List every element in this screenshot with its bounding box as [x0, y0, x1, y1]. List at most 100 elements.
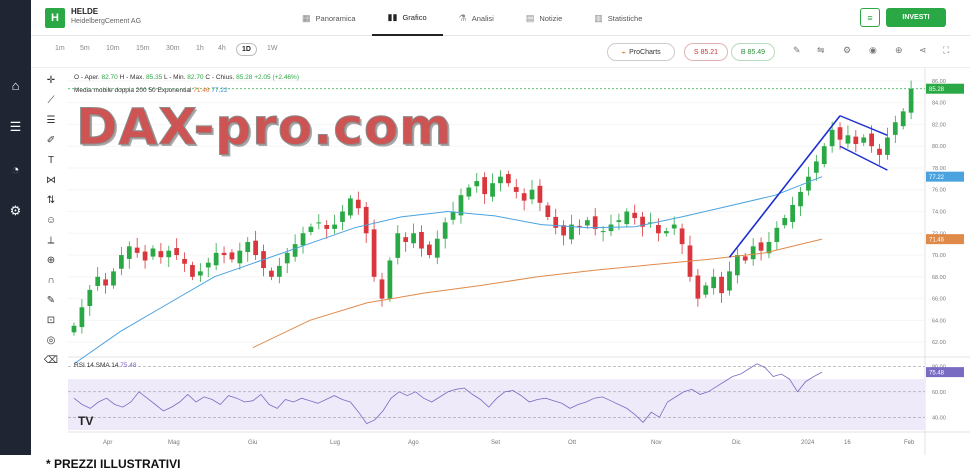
emoji-icon[interactable]: ☺ [45, 214, 57, 226]
rsi-tick-label: 40.00 [932, 415, 946, 421]
candle-body [648, 222, 653, 224]
trendline-icon[interactable]: ⟋ [47, 94, 55, 106]
candle-body [142, 251, 148, 261]
rsi-value: 75.48 [120, 362, 137, 369]
price-tick-label: 82.00 [932, 122, 946, 128]
flag-lower-line [839, 145, 888, 171]
pencil-icon[interactable]: ✎ [793, 45, 801, 55]
candle-body [545, 205, 551, 217]
ma-legend: Media mobile doppia 200 50 Exponential 7… [74, 87, 228, 94]
trendline [728, 115, 841, 258]
timeframe-30m[interactable]: 30m [166, 45, 180, 52]
share-icon[interactable]: ⋖ [919, 45, 927, 55]
ma-label: Media mobile doppia 200 50 Exponential [74, 87, 192, 94]
timeframe-1d[interactable]: 1D [236, 43, 257, 56]
candle-body [584, 220, 590, 226]
candle-body [474, 181, 480, 187]
candle-body [616, 220, 622, 222]
magnet-icon[interactable]: ∩ [47, 274, 55, 286]
timeframe-10m[interactable]: 10m [106, 45, 120, 52]
timeframe-4h[interactable]: 4h [218, 45, 226, 52]
home-icon[interactable]: ⌂ [11, 77, 20, 93]
candle-body [695, 275, 701, 299]
timeframe-15m[interactable]: 15m [136, 45, 150, 52]
candle-body [324, 224, 330, 229]
pie-icon[interactable]: ◔ [11, 161, 20, 177]
fib-icon[interactable]: ☰ [46, 114, 56, 126]
sell-button[interactable]: S 85.21 [684, 43, 728, 61]
rsi-band [68, 379, 925, 430]
chart-settings-icon[interactable]: ⚙ [843, 45, 852, 55]
time-axis-label: 2024 [801, 440, 815, 446]
tab-panoramica[interactable]: ▦ Panoramica [286, 0, 372, 36]
tab-analisi[interactable]: ⚗ Analisi [443, 0, 510, 36]
prochart-icon: ⌁ [621, 47, 627, 57]
tab-notizie[interactable]: ▤ Notizie [510, 0, 578, 36]
timeframe-1w[interactable]: 1W [267, 45, 278, 52]
candle-body [885, 137, 890, 155]
text-icon[interactable]: T [47, 154, 55, 166]
grid-icon: ▦ [302, 12, 311, 23]
lock-draw-icon[interactable]: ✎ [46, 294, 56, 306]
candle-body [237, 250, 243, 264]
timeframe-1m[interactable]: 1m [55, 45, 65, 52]
ruler-icon[interactable]: ⟂ [47, 234, 55, 246]
candle-body [419, 231, 424, 249]
left-sidebar: ⌂ ☰ ◔ ⚙ [0, 0, 31, 455]
price-tick-label: 66.00 [932, 297, 946, 303]
crosshair-icon[interactable]: ✛ [46, 74, 56, 86]
prochart-label: ProCharts [629, 48, 661, 56]
prochart-button[interactable]: ⌁ ProCharts [607, 43, 675, 61]
camera-icon[interactable]: ◉ [869, 45, 877, 55]
buy-button[interactable]: B 85.49 [731, 43, 775, 61]
high-value: 85.35 [145, 74, 163, 81]
add-icon[interactable]: ⊕ [895, 45, 903, 55]
list-icon[interactable]: ☰ [9, 119, 22, 134]
settings-icon[interactable]: ⚙ [9, 203, 22, 218]
timeframe-5m[interactable]: 5m [80, 45, 90, 52]
candle-body [782, 218, 788, 226]
tab-statistiche[interactable]: ▥ Statistiche [578, 0, 658, 36]
brush-icon[interactable]: ✐ [46, 134, 56, 146]
zoom-icon[interactable]: ⊕ [46, 254, 56, 266]
candle-body [166, 250, 172, 258]
watermark: DAX-pro.com [75, 98, 453, 157]
last-price-tag: 85.28 [929, 87, 945, 93]
trash-icon[interactable]: ⌫ [43, 354, 59, 366]
fullscreen-icon[interactable]: ⛶ [943, 45, 950, 55]
candle-body [663, 231, 669, 234]
candle-body [150, 248, 156, 257]
price-tick-label: 62.00 [932, 340, 946, 346]
invest-button[interactable]: INVESTI [886, 8, 946, 27]
tab-label: Panoramica [315, 13, 356, 23]
timeframe-1h[interactable]: 1h [196, 45, 204, 52]
candle-body [276, 265, 282, 277]
price-chart[interactable]: 62.0064.0066.0068.0070.0072.0074.0076.00… [68, 68, 970, 455]
lock-icon[interactable]: ⊡ [46, 314, 56, 326]
candle-body [703, 285, 709, 295]
eye-icon[interactable]: ◎ [46, 334, 56, 346]
ticker-symbol: HELDE [71, 7, 99, 16]
ma50-value: 77.22 [211, 87, 228, 94]
list-add-icon: ≡ [867, 12, 873, 23]
rsi-line [73, 363, 823, 425]
watchlist-button[interactable]: ≡ [860, 8, 880, 27]
forecast-icon[interactable]: ⇅ [46, 194, 56, 206]
time-axis-label: Ott [568, 440, 576, 446]
tab-grafico[interactable]: ▮▮ Grafico [371, 0, 443, 36]
tab-label: Notizie [539, 13, 563, 23]
candle-body [269, 270, 274, 277]
rsi-tag-bg [926, 367, 964, 378]
pattern-icon[interactable]: ⋈ [46, 174, 56, 186]
candle-body [600, 231, 606, 233]
time-axis-label: Feb [904, 440, 915, 446]
candle-body [592, 216, 598, 229]
candle-body [411, 233, 416, 244]
footnote: * PREZZI ILLUSTRATIVI [46, 457, 181, 471]
indicators-icon[interactable]: ⇋ [817, 45, 825, 55]
time-axis-label: Mag [168, 440, 180, 446]
candle-body [624, 211, 630, 225]
candle-body [577, 225, 582, 227]
candle-body [561, 225, 566, 236]
time-axis-label: Nov [651, 440, 662, 446]
